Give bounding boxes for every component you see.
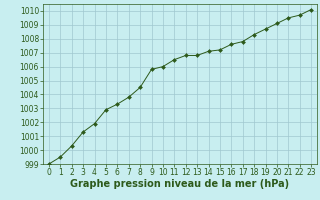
X-axis label: Graphe pression niveau de la mer (hPa): Graphe pression niveau de la mer (hPa) — [70, 179, 290, 189]
